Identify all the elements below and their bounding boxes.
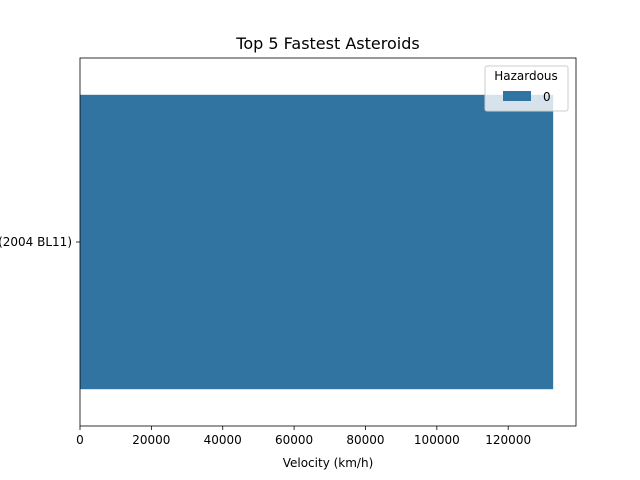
plot-area: (2004 BL11) 0 20000 40000 60000 80000 100000 12… — [0, 57, 577, 447]
x-tick-label: 80000 — [346, 433, 384, 447]
y-tick-label: (2004 BL11) — [0, 235, 72, 249]
legend-swatch — [503, 91, 531, 101]
legend-label: 0 — [543, 90, 551, 104]
x-tick-label: 0 — [76, 433, 84, 447]
x-tick-label: 100000 — [414, 433, 460, 447]
chart-title: Top 5 Fastest Asteroids — [235, 34, 419, 53]
x-tick-label: 40000 — [204, 433, 242, 447]
bar — [80, 94, 554, 390]
x-tick-label: 60000 — [275, 433, 313, 447]
legend: Hazardous 0 — [484, 65, 569, 112]
axes-frame — [79, 57, 577, 427]
x-tick-label: 20000 — [132, 433, 170, 447]
x-tick-label: 120000 — [485, 433, 531, 447]
legend-title: Hazardous — [494, 69, 558, 83]
x-axis-label: Velocity (km/h) — [283, 456, 374, 470]
